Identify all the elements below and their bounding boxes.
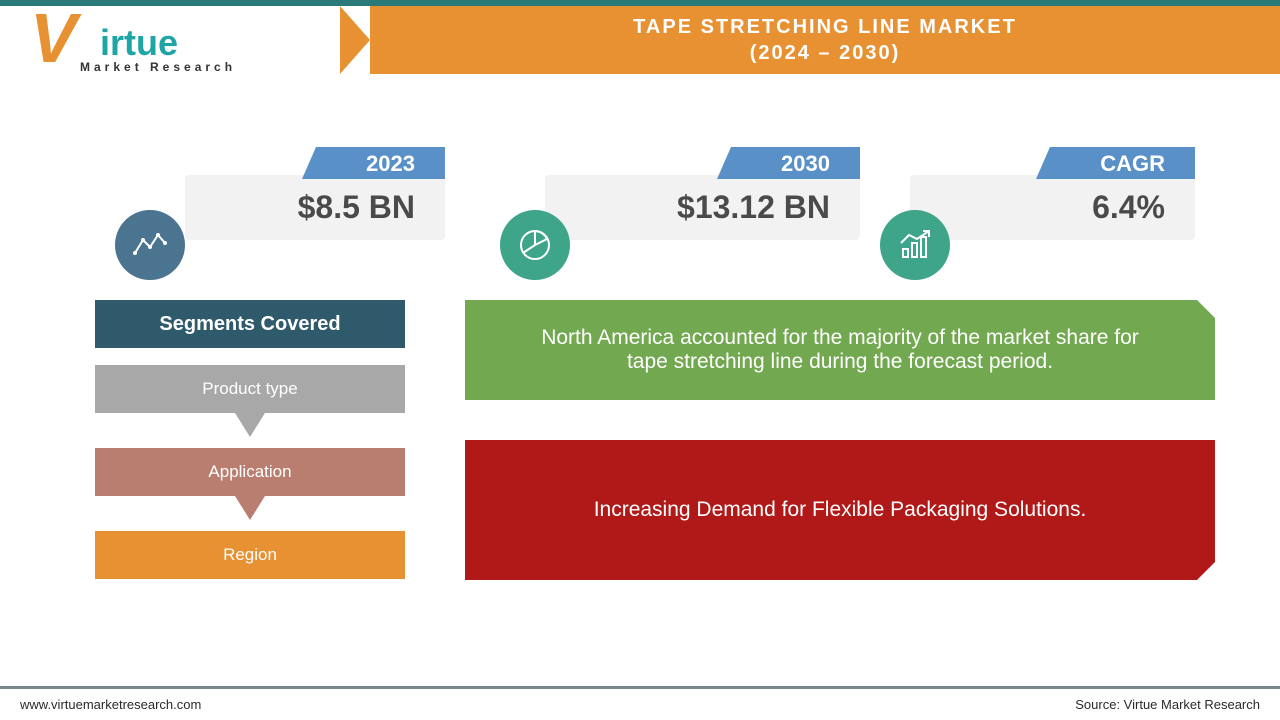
- stat-card-cagr: CAGR 6.4%: [910, 175, 1195, 240]
- segment-label-1: Application: [208, 462, 291, 482]
- logo-v-mark: V: [30, 10, 77, 66]
- stat-value-2030: $13.12 BN: [545, 175, 860, 240]
- stat-tab-2030: 2030: [731, 147, 860, 179]
- title-line-1: TAPE STRETCHING LINE MARKET: [633, 16, 1017, 38]
- footer: www.virtuemarketresearch.com Source: Vir…: [0, 686, 1280, 720]
- highlight-text-1: Increasing Demand for Flexible Packaging…: [594, 498, 1087, 522]
- highlight-driver: Increasing Demand for Flexible Packaging…: [465, 440, 1215, 580]
- segment-label-0: Product type: [202, 379, 297, 399]
- stat-card-2030: 2030 $13.12 BN: [545, 175, 860, 240]
- stat-label-2023: 2023: [366, 151, 415, 177]
- chart-line-icon: [115, 210, 185, 280]
- notch-icon: [1197, 300, 1215, 318]
- stat-tab-cagr: CAGR: [1050, 147, 1195, 179]
- title-line-2: (2024 – 2030): [750, 42, 901, 64]
- arrow-down-icon: [235, 413, 265, 437]
- header-pointer: [340, 6, 370, 74]
- logo-tagline: Market Research: [80, 60, 236, 74]
- stat-label-2030: 2030: [781, 151, 830, 177]
- growth-icon: [880, 210, 950, 280]
- highlight-text-0: North America accounted for the majority…: [525, 326, 1155, 374]
- segment-application: Application: [95, 448, 405, 496]
- footer-source: Source: Virtue Market Research: [1075, 697, 1260, 712]
- pie-icon: [500, 210, 570, 280]
- notch-icon: [1197, 562, 1215, 580]
- logo-brand-text: irtue: [100, 22, 178, 64]
- segment-label-2: Region: [223, 545, 277, 565]
- header-banner: TAPE STRETCHING LINE MARKET (2024 – 2030…: [370, 6, 1280, 74]
- segment-region: Region: [95, 531, 405, 579]
- segments-title: Segments Covered: [159, 313, 340, 336]
- logo: V irtue Market Research: [30, 10, 320, 90]
- highlight-region: North America accounted for the majority…: [465, 300, 1215, 400]
- stat-tab-2023: 2023: [316, 147, 445, 179]
- header-title: TAPE STRETCHING LINE MARKET (2024 – 2030…: [633, 14, 1017, 66]
- stat-label-cagr: CAGR: [1100, 151, 1165, 177]
- stat-value-cagr: 6.4%: [910, 175, 1195, 240]
- stat-value-2023: $8.5 BN: [185, 175, 445, 240]
- segment-product-type: Product type: [95, 365, 405, 413]
- stat-card-2023: 2023 $8.5 BN: [185, 175, 445, 240]
- footer-url: www.virtuemarketresearch.com: [20, 697, 201, 712]
- segments-header: Segments Covered: [95, 300, 405, 348]
- arrow-down-icon: [235, 496, 265, 520]
